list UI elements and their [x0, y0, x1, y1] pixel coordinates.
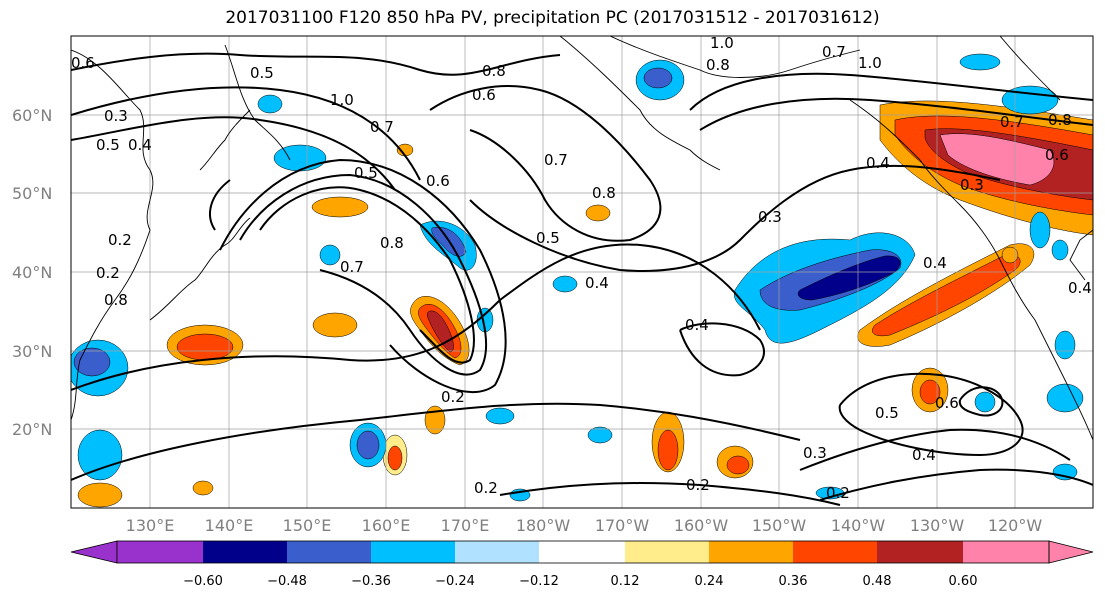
colorbar-bin	[793, 541, 877, 563]
lon-label: 150°E	[283, 516, 332, 535]
colorbar-tick-label: −0.48	[267, 574, 307, 589]
colorbar-tick-label: 0.36	[779, 574, 808, 589]
contour-label: 0.7	[544, 151, 568, 169]
contour-label: 1.0	[330, 91, 354, 109]
contour-label: 0.2	[108, 231, 132, 249]
lat-label-40n: 40°N	[12, 263, 52, 282]
contour-label: 0.8	[104, 291, 128, 309]
contour-label: 0.4	[923, 254, 947, 272]
contour-label: 0.2	[686, 476, 710, 494]
contour-label: 0.4	[585, 274, 609, 292]
contour-label: 0.4	[1068, 279, 1092, 297]
colorbar-bin	[371, 541, 455, 563]
colorbar-bin	[287, 541, 371, 563]
longitude-labels: 130°E 140°E 150°E 160°E 170°E 180°W 170°…	[126, 516, 1043, 535]
colorbar-tick-label: −0.12	[519, 574, 559, 589]
contour-label: 0.4	[912, 446, 936, 464]
lon-label: 170°E	[441, 516, 490, 535]
contour-label: 0.7	[822, 43, 846, 61]
contour-label: 0.6	[1045, 146, 1069, 164]
colorbar-bin	[203, 541, 287, 563]
contour-label: 0.2	[96, 264, 120, 282]
contour-label: 0.4	[128, 136, 152, 154]
colorbar-bin	[625, 541, 709, 563]
contour-label: 0.8	[706, 56, 730, 74]
contour-label: 0.6	[71, 54, 95, 72]
colorbar-tick-label: 0.48	[863, 574, 892, 589]
contour-label: 0.2	[826, 484, 850, 502]
contour-label: 0.2	[474, 479, 498, 497]
colorbar-bin	[117, 541, 203, 563]
colorbar-tick-label: 0.60	[949, 574, 978, 589]
map-title: 2017031100 F120 850 hPa PV, precipitatio…	[225, 8, 880, 28]
contour-label: 0.8	[482, 62, 506, 80]
colorbar-outline	[116, 540, 1050, 564]
contour-label: 0.6	[426, 172, 450, 190]
colorbar: −0.60 −0.48 −0.36 −0.24 −0.12 0.12 0.24 …	[70, 540, 1094, 589]
contour-label: 0.5	[250, 64, 274, 82]
contour-label: 0.5	[536, 229, 560, 247]
colorbar-bin	[455, 541, 539, 563]
lon-label: 140°W	[831, 516, 886, 535]
lat-label-30n: 30°N	[12, 342, 52, 361]
colorbar-tick-label: −0.24	[435, 574, 475, 589]
contour-labels: 0.3 0.5 0.4 0.5 1.0 0.7 0.5 0.6 0.8 0.6 …	[71, 34, 1092, 502]
lat-label-60n: 60°N	[12, 106, 52, 125]
lon-label: 150°W	[752, 516, 807, 535]
map-frame	[70, 35, 1094, 509]
lon-label: 160°E	[362, 516, 411, 535]
contour-label: 0.2	[441, 388, 465, 406]
lon-label: 170°W	[595, 516, 650, 535]
contour-label: 0.7	[340, 258, 364, 276]
lon-label: 120°W	[988, 516, 1043, 535]
map-gridlines	[71, 36, 1093, 508]
lon-label: 180°W	[516, 516, 571, 535]
colorbar-extend-right	[1048, 540, 1094, 564]
contour-label: 0.8	[1048, 111, 1072, 129]
contour-label: 0.4	[866, 154, 890, 172]
contour-label: 0.7	[370, 118, 394, 136]
coastlines	[71, 36, 1093, 441]
lon-label: 130°E	[126, 516, 175, 535]
contour-label: 0.6	[935, 394, 959, 412]
contour-label: 0.3	[803, 444, 827, 462]
contour-label: 0.3	[104, 107, 128, 125]
colorbar-tick-label: −0.60	[183, 574, 223, 589]
colorbar-bin	[709, 541, 793, 563]
contour-label: 1.0	[858, 54, 882, 72]
colorbar-bin	[539, 541, 625, 563]
colorbar-bin	[877, 541, 963, 563]
precipitation-shading	[71, 53, 1093, 508]
contour-label: 0.3	[960, 176, 984, 194]
contour-label: 0.5	[96, 136, 120, 154]
contour-label: 0.8	[592, 184, 616, 202]
contour-label: 1.0	[710, 34, 734, 52]
pv-contours	[71, 52, 1093, 506]
contour-label: 0.5	[354, 164, 378, 182]
colorbar-tick-label: 0.12	[611, 574, 640, 589]
colorbar-tick-label: −0.36	[351, 574, 391, 589]
contour-label: 0.7	[1000, 113, 1024, 131]
lon-label: 140°E	[205, 516, 254, 535]
contour-label: 0.8	[380, 234, 404, 252]
lat-label-20n: 20°N	[12, 420, 52, 439]
colorbar-extend-left	[70, 540, 118, 564]
lon-label: 130°W	[910, 516, 965, 535]
colorbar-tick-label: 0.24	[695, 574, 724, 589]
contour-label: 0.5	[875, 404, 899, 422]
lon-label: 160°W	[674, 516, 729, 535]
latitude-labels: 60°N 50°N 40°N 30°N 20°N	[12, 106, 52, 439]
contour-label: 0.4	[685, 316, 709, 334]
colorbar-bin	[963, 541, 1049, 563]
contour-label: 0.3	[758, 208, 782, 226]
lat-label-50n: 50°N	[12, 184, 52, 203]
contour-label: 0.6	[472, 86, 496, 104]
